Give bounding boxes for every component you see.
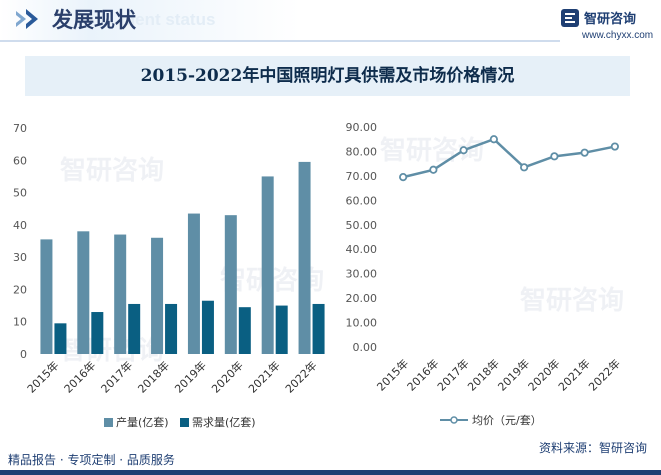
y-tick-label: 40 xyxy=(13,219,27,232)
source-note: 资料来源：智研咨询 xyxy=(538,441,647,455)
y-tick-label: 80.00 xyxy=(346,145,378,158)
brand-name: 智研咨询 xyxy=(584,12,637,27)
demand-bar xyxy=(275,305,288,354)
production-bar xyxy=(224,215,237,354)
y-tick-label: 30.00 xyxy=(346,268,378,281)
production-bar xyxy=(298,161,311,354)
legend-label-production: 产量(亿套) xyxy=(116,415,169,429)
x-tick-label: 2017年 xyxy=(98,358,135,395)
y-tick-label: 10.00 xyxy=(346,317,378,330)
price-point xyxy=(580,148,589,157)
price-point xyxy=(550,152,559,161)
x-tick-label: 2015年 xyxy=(24,358,61,395)
price-line xyxy=(402,137,616,179)
x-tick-label: 2022年 xyxy=(586,356,623,393)
demand-bar xyxy=(91,312,104,354)
x-tick-label: 2022年 xyxy=(282,358,319,395)
legend-label-demand: 需求量(亿套) xyxy=(192,416,256,429)
price-point xyxy=(610,142,619,151)
section-subtitle: ment status xyxy=(120,10,216,29)
y-tick-label: 60 xyxy=(13,154,27,167)
footer-bar xyxy=(0,470,661,475)
x-tick-label: 2021年 xyxy=(245,358,282,395)
header-band xyxy=(0,0,300,40)
brand-url[interactable]: www.chyxx.com xyxy=(582,30,654,41)
demand-bar xyxy=(312,303,325,354)
y-tick-label: 90.00 xyxy=(346,121,378,134)
y-tick-label: 0 xyxy=(20,348,27,361)
demand-bar xyxy=(238,307,251,354)
x-tick-label: 2016年 xyxy=(61,358,98,395)
price-point xyxy=(489,135,498,144)
x-tick-label: 2016年 xyxy=(404,356,441,393)
page-header: ment status 发展现状 智研咨询 www.chyxx.com xyxy=(0,0,661,42)
price-point xyxy=(459,146,468,155)
production-bar xyxy=(187,213,200,354)
price-point xyxy=(520,163,529,172)
legend-label-price: 均价（元/套） xyxy=(472,414,542,427)
chevron-arrows-icon xyxy=(16,9,38,29)
x-tick-label: 2019年 xyxy=(495,356,532,393)
x-tick-label: 2017年 xyxy=(434,356,471,393)
brand-logo-icon xyxy=(561,9,579,27)
legend-swatch-demand xyxy=(180,418,189,427)
x-tick-label: 2015年 xyxy=(374,356,411,393)
price-point xyxy=(399,173,408,182)
y-tick-label: 30 xyxy=(13,251,27,264)
y-tick-label: 50 xyxy=(13,187,27,200)
y-tick-label: 50.00 xyxy=(346,219,378,232)
footer-slogan: 精品报告 · 专项定制 · 品质服务 xyxy=(8,453,175,467)
y-tick-label: 70 xyxy=(13,122,27,135)
header-divider xyxy=(0,40,560,42)
y-tick-label: 20 xyxy=(13,283,27,296)
legend-swatch-production xyxy=(104,418,113,427)
y-tick-label: 10 xyxy=(13,316,27,329)
production-bar xyxy=(261,176,274,354)
y-tick-label: 70.00 xyxy=(346,170,378,183)
production-bar xyxy=(151,237,164,354)
chart-title: 2015-2022年中国照明灯具供需及市场价格情况 xyxy=(140,66,515,86)
x-tick-label: 2018年 xyxy=(135,358,172,395)
y-tick-label: 40.00 xyxy=(346,243,378,256)
x-tick-label: 2021年 xyxy=(555,356,592,393)
production-bar xyxy=(114,234,127,354)
price-point xyxy=(429,165,438,174)
x-tick-label: 2019年 xyxy=(172,358,209,395)
chart-title-box: 2015-2022年中国照明灯具供需及市场价格情况 xyxy=(25,56,630,96)
x-tick-label: 2020年 xyxy=(208,358,245,395)
demand-bar xyxy=(201,300,214,354)
y-tick-label: 60.00 xyxy=(346,194,378,207)
section-title: 发展现状 xyxy=(52,8,136,32)
demand-bar xyxy=(54,323,67,354)
y-tick-label: 0.00 xyxy=(353,341,378,354)
y-tick-label: 20.00 xyxy=(346,292,378,305)
x-tick-label: 2020年 xyxy=(525,356,562,393)
legend-marker-price xyxy=(450,416,458,424)
production-bar xyxy=(77,231,90,354)
x-tick-label: 2018年 xyxy=(465,356,502,393)
production-bar xyxy=(40,239,53,354)
demand-bar xyxy=(128,303,141,354)
demand-bar xyxy=(165,303,178,354)
